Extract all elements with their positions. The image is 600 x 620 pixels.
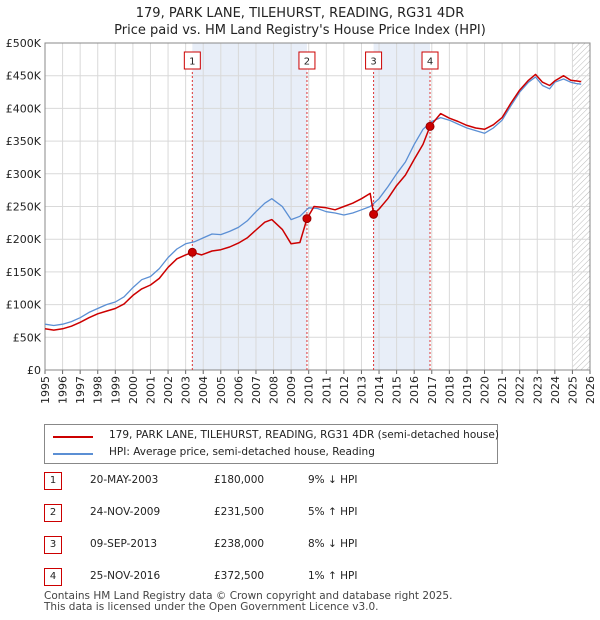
footer-copyright: Contains HM Land Registry data © Crown c… <box>44 590 453 602</box>
sale-price: £238,000 <box>214 538 265 550</box>
x-tick-label: 2015 <box>391 376 404 404</box>
sale-label-box <box>421 51 439 70</box>
y-tick-label: £300K <box>6 168 42 181</box>
x-tick-label: 1997 <box>74 376 87 404</box>
sale-hpi-diff: 9% ↓ HPI <box>308 474 358 486</box>
x-tick-label: 1998 <box>92 376 105 404</box>
x-tick-label: 2025 <box>566 376 579 404</box>
y-tick-label: £450K <box>6 70 42 83</box>
table-row: 2 24-NOV-2009 £231,500 5% ↑ HPI <box>44 504 484 524</box>
y-tick-label: £150K <box>6 266 42 279</box>
x-tick-label: 2016 <box>408 376 421 404</box>
sale-label-number: 4 <box>427 57 433 68</box>
sale-label-number: 2 <box>304 57 310 68</box>
x-tick-label: 2002 <box>162 376 175 404</box>
x-tick-label: 1995 <box>39 376 52 404</box>
legend-swatch-property <box>53 436 93 438</box>
x-tick-label: 2018 <box>443 376 456 404</box>
x-tick-label: 2010 <box>303 376 316 404</box>
sale-label-number: 1 <box>189 57 195 68</box>
sale-label-box <box>298 51 316 70</box>
y-tick-label: £200K <box>6 233 42 246</box>
sale-hpi-diff: 8% ↓ HPI <box>308 538 358 550</box>
sale-number-badge: 4 <box>44 568 62 586</box>
x-tick-label: 2012 <box>338 376 351 404</box>
y-tick-label: £250K <box>6 201 42 214</box>
x-tick-label: 2022 <box>514 376 527 404</box>
sale-price: £231,500 <box>214 506 265 518</box>
x-tick-label: 2008 <box>268 376 281 404</box>
table-row: 1 20-MAY-2003 £180,000 9% ↓ HPI <box>44 472 484 492</box>
x-tick-label: 2001 <box>144 376 157 404</box>
x-tick-label: 1999 <box>109 376 122 404</box>
sale-point <box>302 214 312 224</box>
sale-label-number: 3 <box>370 57 376 68</box>
x-tick-label: 2006 <box>232 376 245 404</box>
chart-title: 179, PARK LANE, TILEHURST, READING, RG31… <box>135 6 465 21</box>
sale-price: £372,500 <box>214 570 265 582</box>
x-tick-label: 2019 <box>461 376 474 404</box>
y-tick-label: £350K <box>6 135 42 148</box>
sale-date: 24-NOV-2009 <box>90 506 161 518</box>
property-series-line <box>44 73 582 331</box>
y-tick-label: £50K <box>13 331 42 344</box>
sale-date: 09-SEP-2013 <box>90 538 158 550</box>
hpi-series-line <box>44 76 582 327</box>
sale-price: £180,000 <box>214 474 265 486</box>
legend-label-property: 179, PARK LANE, TILEHURST, READING, RG31… <box>109 429 499 441</box>
legend: 179, PARK LANE, TILEHURST, READING, RG31… <box>44 424 499 464</box>
table-row: 4 25-NOV-2016 £372,500 1% ↑ HPI <box>44 568 484 588</box>
x-tick-label: 2005 <box>215 376 228 404</box>
x-tick-label: 2004 <box>197 376 210 404</box>
y-tick-label: £100K <box>6 299 42 312</box>
x-tick-label: 2011 <box>320 376 333 404</box>
y-tick-label: £500K <box>6 37 42 50</box>
sale-label-box <box>365 51 383 70</box>
sale-hpi-diff: 5% ↑ HPI <box>308 506 358 518</box>
y-tick-label: £0 <box>27 364 41 377</box>
x-tick-label: 2009 <box>285 376 298 404</box>
x-tick-label: 2021 <box>496 376 509 404</box>
sale-number-badge: 3 <box>44 536 62 554</box>
x-tick-label: 2026 <box>584 376 597 404</box>
legend-label-hpi: HPI: Average price, semi-detached house,… <box>109 446 375 458</box>
x-tick-label: 2007 <box>250 376 263 404</box>
table-row: 3 09-SEP-2013 £238,000 8% ↓ HPI <box>44 536 484 556</box>
y-tick-label: £400K <box>6 102 42 115</box>
price-chart: £0 £50K £100K £150K £200K £250K £300K £350K £400… <box>6 37 597 404</box>
x-tick-label: 2003 <box>180 376 193 404</box>
x-tick-label: 2024 <box>549 376 562 404</box>
sale-number-badge: 1 <box>44 472 62 490</box>
sale-date: 25-NOV-2016 <box>90 570 161 582</box>
sale-hpi-diff: 1% ↑ HPI <box>308 570 358 582</box>
chart-subtitle: Price paid vs. HM Land Registry's House … <box>114 23 486 38</box>
x-tick-label: 2014 <box>373 376 386 404</box>
x-tick-label: 2023 <box>531 376 544 404</box>
legend-swatch-hpi <box>53 453 93 455</box>
sale-point <box>425 121 435 131</box>
footer-license: This data is licensed under the Open Gov… <box>44 601 379 613</box>
plot-border <box>44 42 591 371</box>
sale-point <box>187 247 197 257</box>
x-tick-label: 2013 <box>355 376 368 404</box>
x-tick-label: 1996 <box>57 376 70 404</box>
x-tick-label: 2000 <box>127 376 140 404</box>
sale-date: 20-MAY-2003 <box>90 474 159 486</box>
sale-number-badge: 2 <box>44 504 62 522</box>
sale-label-box <box>183 51 201 70</box>
x-tick-label: 2020 <box>479 376 492 404</box>
sale-point <box>369 209 379 219</box>
x-tick-label: 2017 <box>426 376 439 404</box>
